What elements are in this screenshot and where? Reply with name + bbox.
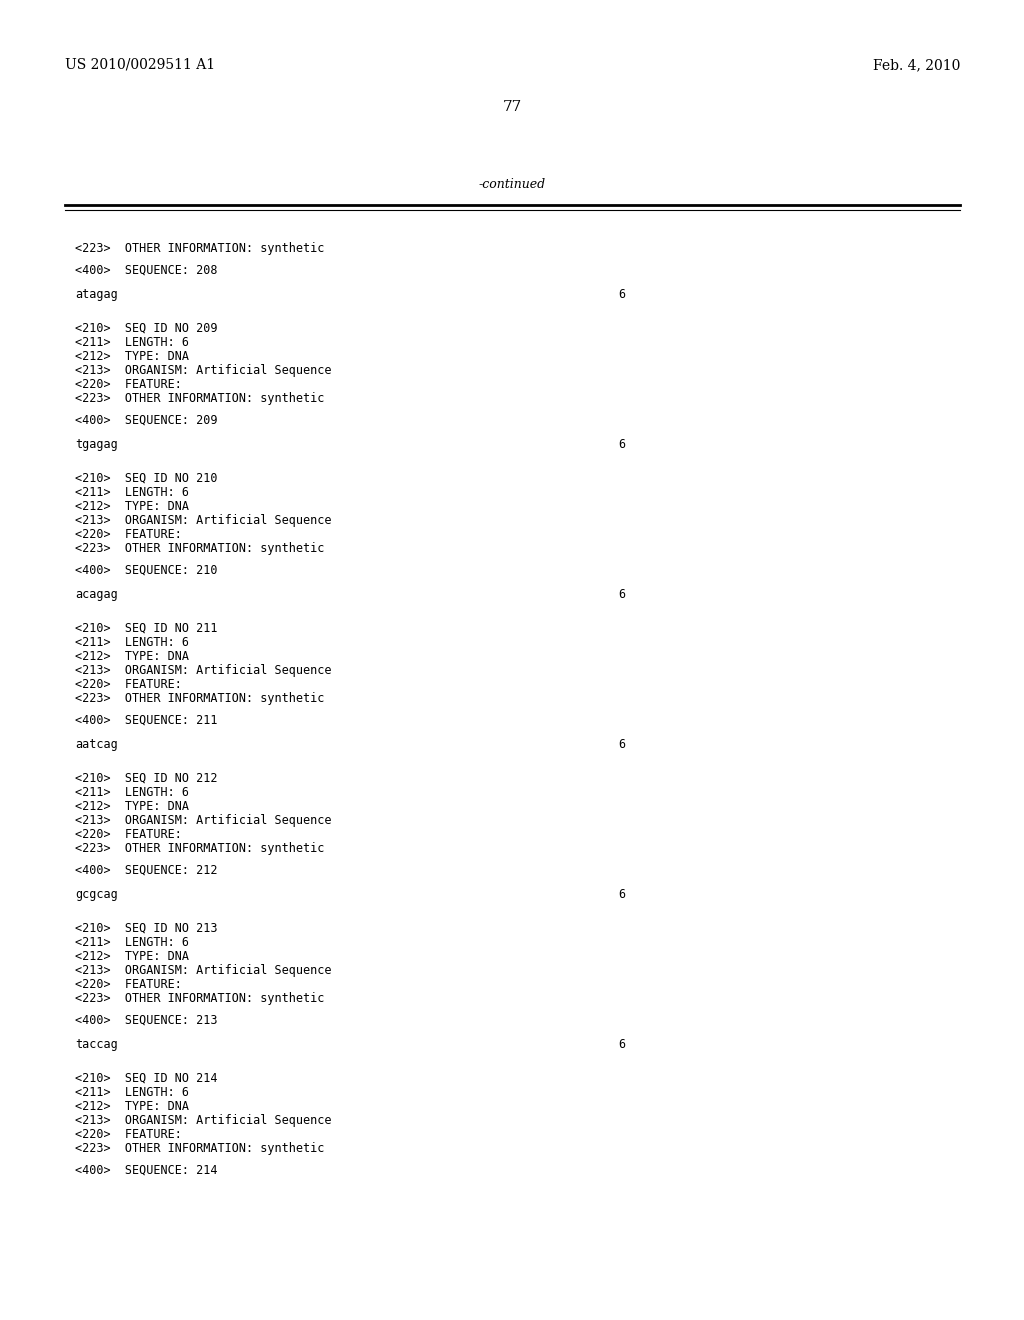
Text: gcgcag: gcgcag [75,888,118,902]
Text: <211>  LENGTH: 6: <211> LENGTH: 6 [75,785,189,799]
Text: <210>  SEQ ID NO 211: <210> SEQ ID NO 211 [75,622,217,635]
Text: 6: 6 [618,587,625,601]
Text: <400>  SEQUENCE: 211: <400> SEQUENCE: 211 [75,714,217,727]
Text: Feb. 4, 2010: Feb. 4, 2010 [872,58,961,73]
Text: <211>  LENGTH: 6: <211> LENGTH: 6 [75,1086,189,1100]
Text: <220>  FEATURE:: <220> FEATURE: [75,678,182,690]
Text: 6: 6 [618,1038,625,1051]
Text: <210>  SEQ ID NO 213: <210> SEQ ID NO 213 [75,921,217,935]
Text: <223>  OTHER INFORMATION: synthetic: <223> OTHER INFORMATION: synthetic [75,392,325,405]
Text: <212>  TYPE: DNA: <212> TYPE: DNA [75,500,189,513]
Text: -continued: -continued [478,178,546,191]
Text: <210>  SEQ ID NO 214: <210> SEQ ID NO 214 [75,1072,217,1085]
Text: <400>  SEQUENCE: 213: <400> SEQUENCE: 213 [75,1014,217,1027]
Text: <211>  LENGTH: 6: <211> LENGTH: 6 [75,486,189,499]
Text: <223>  OTHER INFORMATION: synthetic: <223> OTHER INFORMATION: synthetic [75,543,325,554]
Text: <213>  ORGANISM: Artificial Sequence: <213> ORGANISM: Artificial Sequence [75,814,332,828]
Text: 6: 6 [618,438,625,451]
Text: <220>  FEATURE:: <220> FEATURE: [75,1129,182,1140]
Text: <213>  ORGANISM: Artificial Sequence: <213> ORGANISM: Artificial Sequence [75,364,332,378]
Text: <223>  OTHER INFORMATION: synthetic: <223> OTHER INFORMATION: synthetic [75,692,325,705]
Text: atagag: atagag [75,288,118,301]
Text: <223>  OTHER INFORMATION: synthetic: <223> OTHER INFORMATION: synthetic [75,1142,325,1155]
Text: 6: 6 [618,288,625,301]
Text: <211>  LENGTH: 6: <211> LENGTH: 6 [75,337,189,348]
Text: <213>  ORGANISM: Artificial Sequence: <213> ORGANISM: Artificial Sequence [75,664,332,677]
Text: <212>  TYPE: DNA: <212> TYPE: DNA [75,649,189,663]
Text: <223>  OTHER INFORMATION: synthetic: <223> OTHER INFORMATION: synthetic [75,242,325,255]
Text: <220>  FEATURE:: <220> FEATURE: [75,378,182,391]
Text: tgagag: tgagag [75,438,118,451]
Text: <213>  ORGANISM: Artificial Sequence: <213> ORGANISM: Artificial Sequence [75,1114,332,1127]
Text: <400>  SEQUENCE: 212: <400> SEQUENCE: 212 [75,865,217,876]
Text: aatcag: aatcag [75,738,118,751]
Text: <212>  TYPE: DNA: <212> TYPE: DNA [75,950,189,964]
Text: <220>  FEATURE:: <220> FEATURE: [75,528,182,541]
Text: 6: 6 [618,738,625,751]
Text: 77: 77 [503,100,521,114]
Text: 6: 6 [618,888,625,902]
Text: <220>  FEATURE:: <220> FEATURE: [75,978,182,991]
Text: <212>  TYPE: DNA: <212> TYPE: DNA [75,800,189,813]
Text: <223>  OTHER INFORMATION: synthetic: <223> OTHER INFORMATION: synthetic [75,993,325,1005]
Text: <400>  SEQUENCE: 210: <400> SEQUENCE: 210 [75,564,217,577]
Text: <400>  SEQUENCE: 209: <400> SEQUENCE: 209 [75,414,217,426]
Text: <213>  ORGANISM: Artificial Sequence: <213> ORGANISM: Artificial Sequence [75,513,332,527]
Text: <400>  SEQUENCE: 214: <400> SEQUENCE: 214 [75,1164,217,1177]
Text: <210>  SEQ ID NO 209: <210> SEQ ID NO 209 [75,322,217,335]
Text: <212>  TYPE: DNA: <212> TYPE: DNA [75,350,189,363]
Text: <212>  TYPE: DNA: <212> TYPE: DNA [75,1100,189,1113]
Text: <211>  LENGTH: 6: <211> LENGTH: 6 [75,636,189,649]
Text: <400>  SEQUENCE: 208: <400> SEQUENCE: 208 [75,264,217,277]
Text: <220>  FEATURE:: <220> FEATURE: [75,828,182,841]
Text: US 2010/0029511 A1: US 2010/0029511 A1 [65,58,215,73]
Text: <211>  LENGTH: 6: <211> LENGTH: 6 [75,936,189,949]
Text: <210>  SEQ ID NO 212: <210> SEQ ID NO 212 [75,772,217,785]
Text: acagag: acagag [75,587,118,601]
Text: <213>  ORGANISM: Artificial Sequence: <213> ORGANISM: Artificial Sequence [75,964,332,977]
Text: taccag: taccag [75,1038,118,1051]
Text: <210>  SEQ ID NO 210: <210> SEQ ID NO 210 [75,473,217,484]
Text: <223>  OTHER INFORMATION: synthetic: <223> OTHER INFORMATION: synthetic [75,842,325,855]
